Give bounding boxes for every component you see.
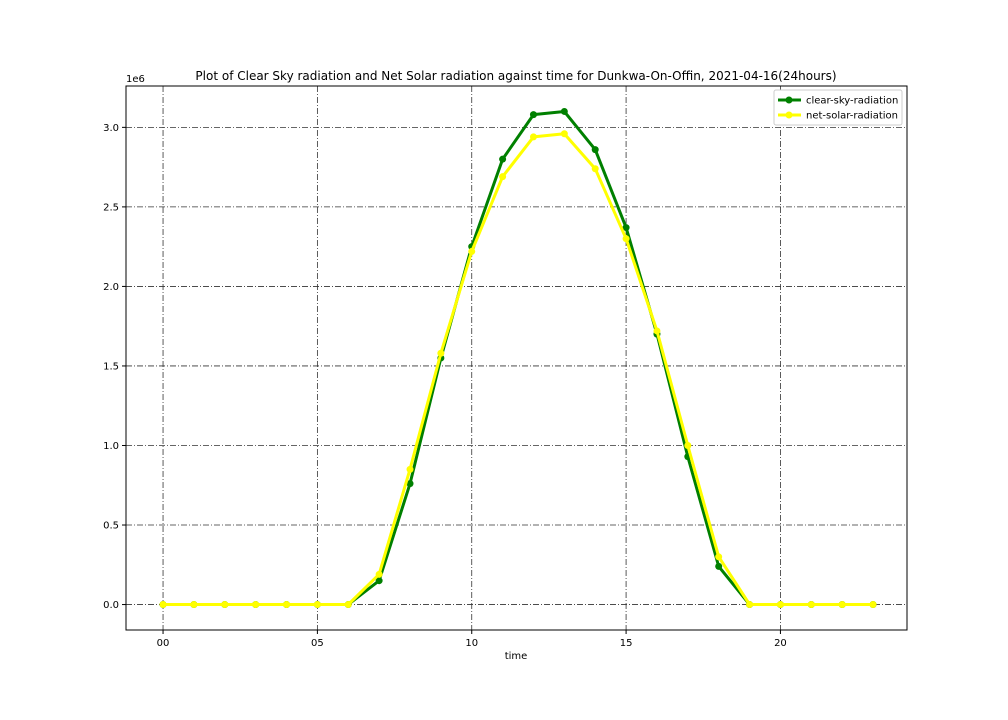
legend-label-clear-sky: clear-sky-radiation: [806, 96, 898, 107]
data-point-net-solar-radiation: [252, 601, 260, 609]
data-point-net-solar-radiation: [468, 247, 476, 255]
data-point-clear-sky-radiation: [622, 224, 630, 232]
data-point-clear-sky-radiation: [591, 146, 599, 154]
data-point-net-solar-radiation: [653, 327, 661, 335]
data-point-net-solar-radiation: [776, 601, 784, 609]
data-point-clear-sky-radiation: [529, 111, 537, 119]
x-tick-label: 20: [774, 638, 787, 649]
x-tick-label: 10: [465, 638, 478, 649]
data-point-clear-sky-radiation: [560, 107, 568, 115]
data-point-net-solar-radiation: [159, 601, 167, 609]
data-point-net-solar-radiation: [406, 465, 414, 473]
data-point-net-solar-radiation: [344, 601, 352, 609]
data-point-clear-sky-radiation: [406, 480, 414, 488]
y-tick-label: 1.0: [103, 441, 119, 452]
series-line-clear-sky-radiation: [163, 110, 873, 606]
axis-ticks: 00 05 10 15 20 0.0 0.5 1.0 1.5 2.0 2.5 3.0: [103, 123, 787, 649]
x-axis-label: time: [505, 651, 528, 662]
data-point-net-solar-radiation: [560, 130, 568, 138]
data-point-net-solar-radiation: [375, 570, 383, 578]
data-point-net-solar-radiation: [684, 441, 692, 449]
legend-marker-clear-sky: [785, 96, 793, 104]
x-tick-label: 15: [620, 638, 633, 649]
legend-label-net-solar: net-solar-radiation: [806, 111, 898, 122]
data-point-net-solar-radiation: [221, 601, 229, 609]
y-tick-label: 1.5: [103, 361, 119, 372]
data-point-net-solar-radiation: [591, 165, 599, 173]
legend-marker-net-solar: [785, 111, 793, 119]
data-point-net-solar-radiation: [499, 173, 507, 181]
data-point-clear-sky-radiation: [499, 155, 507, 163]
y-tick-label: 0.5: [103, 521, 119, 532]
data-point-net-solar-radiation: [529, 133, 537, 141]
legend: clear-sky-radiation net-solar-radiation: [773, 89, 903, 126]
y-tick-label: 2.0: [103, 282, 119, 293]
y-tick-label: 2.5: [103, 202, 119, 213]
data-point-clear-sky-radiation: [375, 577, 383, 585]
data-point-net-solar-radiation: [838, 601, 846, 609]
series-layer: [159, 107, 877, 609]
data-point-net-solar-radiation: [313, 601, 321, 609]
legend-box: [773, 89, 903, 126]
y-tick-label: 0.0: [103, 600, 119, 611]
data-point-net-solar-radiation: [807, 601, 815, 609]
x-tick-label: 00: [157, 638, 170, 649]
data-point-net-solar-radiation: [283, 601, 291, 609]
x-tick-label: 05: [311, 638, 324, 649]
series-line-net-solar-radiation: [163, 132, 873, 606]
data-point-net-solar-radiation: [437, 349, 445, 357]
y-tick-label: 3.0: [103, 123, 119, 134]
data-point-net-solar-radiation: [715, 553, 723, 561]
data-point-net-solar-radiation: [190, 601, 198, 609]
data-point-net-solar-radiation: [622, 235, 630, 243]
data-point-net-solar-radiation: [869, 601, 877, 609]
y-offset-label: 1e6: [126, 74, 145, 85]
grid: [126, 86, 907, 630]
data-point-clear-sky-radiation: [715, 562, 723, 570]
chart-title: Plot of Clear Sky radiation and Net Sola…: [195, 69, 836, 83]
plot-frame: [125, 85, 908, 631]
data-point-net-solar-radiation: [746, 601, 754, 609]
